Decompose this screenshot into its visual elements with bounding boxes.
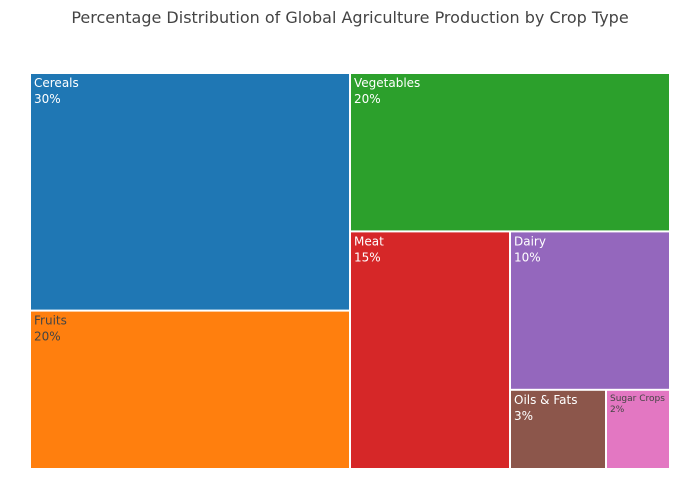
chart-title: Percentage Distribution of Global Agricu… [71,8,629,27]
tile-rect-dairy[interactable] [511,232,669,389]
tile-rect-oils-and-fats[interactable] [511,390,605,468]
tile-label-sugar-crops: Sugar Crops [610,394,665,404]
tile-rect-fruits[interactable] [31,311,349,468]
tile-fruits[interactable]: Fruits 20% [31,311,349,468]
tile-rect-sugar-crops[interactable] [607,390,669,468]
tile-value-dairy: 10% [514,250,541,264]
tile-value-sugar-crops: 2% [610,405,625,415]
tile-value-fruits: 20% [34,330,61,344]
tile-vegetables[interactable]: Vegetables 20% [351,74,669,231]
tile-rect-cereals[interactable] [31,74,349,310]
tile-dairy[interactable]: Dairy 10% [511,232,669,389]
tile-rect-vegetables[interactable] [351,74,669,231]
tile-value-meat: 15% [354,250,381,264]
tile-value-oils-and-fats: 3% [514,409,533,423]
tile-label-vegetables: Vegetables [354,76,420,90]
tile-cereals[interactable]: Cereals 30% [31,74,349,310]
tile-oils-and-fats[interactable]: Oils & Fats 3% [511,390,605,468]
tile-rect-meat[interactable] [351,232,509,468]
tile-label-dairy: Dairy [514,234,546,248]
tile-label-oils-and-fats: Oils & Fats [514,393,577,407]
tile-label-cereals: Cereals [34,76,79,90]
tile-label-meat: Meat [354,234,384,248]
tile-label-fruits: Fruits [34,314,67,328]
tile-value-vegetables: 20% [354,92,381,106]
tile-value-cereals: 30% [34,92,61,106]
tile-meat[interactable]: Meat 15% [351,232,509,468]
